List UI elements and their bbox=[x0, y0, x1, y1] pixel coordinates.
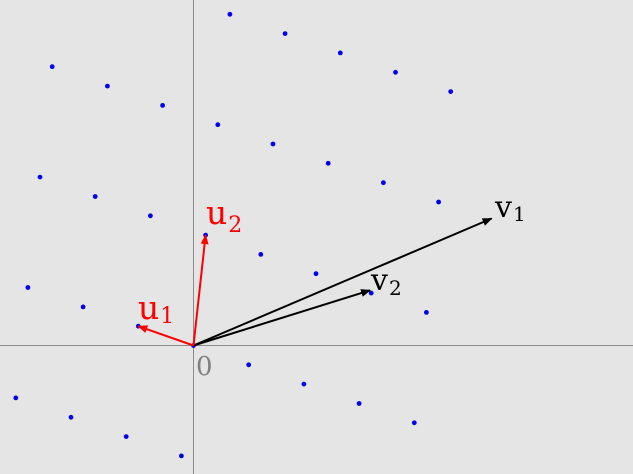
lattice-point bbox=[270, 141, 276, 147]
lattice-point bbox=[356, 401, 362, 406]
lattice-point bbox=[411, 420, 417, 426]
label-u2: u2 bbox=[206, 193, 242, 238]
lattice-point bbox=[337, 50, 343, 56]
lattice-point bbox=[13, 395, 19, 401]
lattice-point bbox=[301, 381, 307, 387]
label-v2: v2 bbox=[370, 263, 402, 300]
origin-label: 0 bbox=[196, 352, 213, 382]
vector-u1 bbox=[137, 325, 194, 347]
lattice-point bbox=[325, 160, 331, 166]
lattice-point bbox=[424, 310, 429, 315]
lattice-point bbox=[215, 122, 221, 128]
lattice-point bbox=[80, 304, 86, 310]
vector-v1 bbox=[193, 217, 493, 347]
original-basis bbox=[193, 217, 493, 347]
lattice-point bbox=[105, 83, 110, 89]
lattice-point bbox=[92, 194, 98, 199]
lattice-point bbox=[160, 103, 166, 108]
lattice-point bbox=[258, 252, 264, 257]
lattice-point bbox=[148, 213, 153, 219]
lattice-point bbox=[123, 434, 129, 439]
vector-v2 bbox=[193, 289, 372, 347]
lattice-point bbox=[381, 180, 386, 186]
lattice-point bbox=[436, 199, 441, 205]
lattice-point bbox=[282, 31, 288, 36]
lattice-point bbox=[227, 11, 233, 17]
lattice-point bbox=[25, 285, 31, 290]
lattice-point bbox=[448, 89, 454, 94]
lattice-point bbox=[68, 414, 74, 420]
vector-u2 bbox=[192, 234, 209, 346]
lattice-point bbox=[313, 271, 319, 277]
lattice-point bbox=[246, 362, 252, 368]
reduced-basis bbox=[137, 234, 209, 347]
lattice-point bbox=[49, 64, 55, 70]
lattice-point bbox=[179, 453, 184, 459]
lattice-point bbox=[393, 69, 398, 75]
label-v1: v1 bbox=[494, 190, 526, 226]
lattice-point bbox=[37, 174, 43, 180]
label-u1: u1 bbox=[138, 288, 174, 329]
